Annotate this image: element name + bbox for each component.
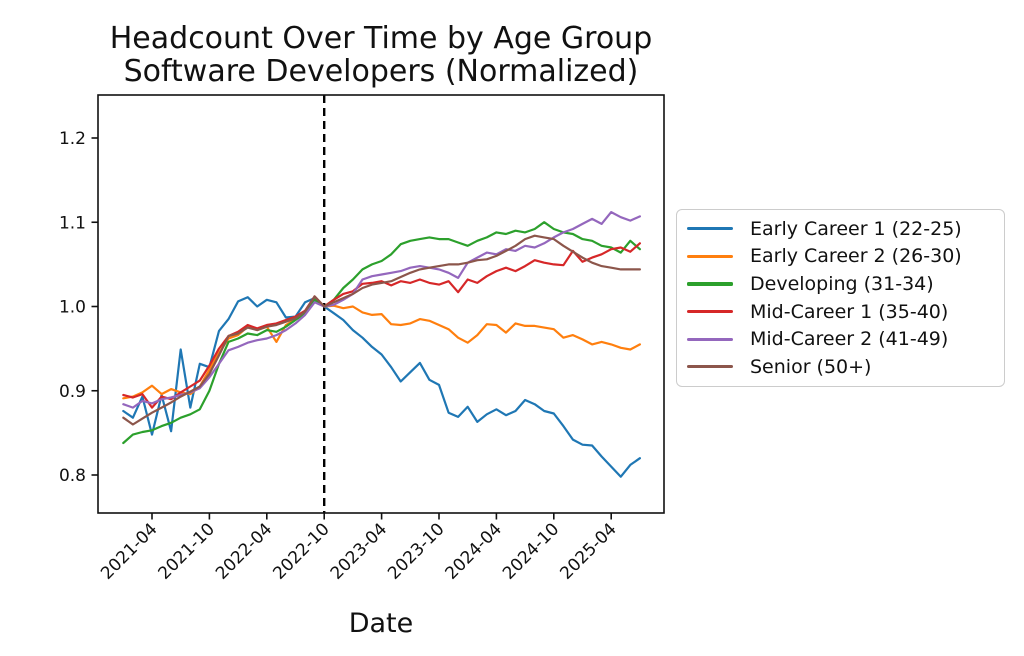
legend-label: Senior (50+): [750, 355, 872, 378]
legend-item: Mid-Career 1 (35-40): [687, 298, 994, 326]
x-axis-label: Date: [348, 608, 414, 639]
legend-item: Mid-Career 2 (41-49): [687, 325, 994, 353]
legend-item: Developing (31-34): [687, 270, 994, 298]
legend-line-swatch: [687, 254, 733, 258]
x-tick-label: 2022-10: [269, 519, 333, 583]
y-tick-label: 1.0: [59, 298, 86, 318]
x-tick-label: 2024-10: [499, 519, 563, 583]
legend-label: Mid-Career 2 (41-49): [750, 328, 949, 351]
x-tick-label: 2023-10: [384, 519, 448, 583]
legend-line-swatch: [687, 365, 733, 369]
series-line-2: [122, 298, 641, 400]
x-tick-label: 2021-10: [155, 519, 219, 583]
legend-line-swatch: [687, 282, 733, 286]
x-tick-label: 2021-04: [97, 519, 161, 583]
series-line-4: [122, 242, 641, 409]
legend-item: Senior (50+): [687, 353, 994, 381]
legend-line-swatch: [687, 337, 733, 341]
y-tick-label: 1.1: [59, 213, 86, 233]
series-line-6: [122, 234, 641, 426]
legend-item: Early Career 1 (22-25): [687, 215, 994, 243]
chart-title-line1: Headcount Over Time by Age Group: [109, 21, 653, 56]
chart-title: Headcount Over Time by Age Group Softwar…: [95, 22, 667, 88]
legend-label: Developing (31-34): [750, 272, 934, 295]
legend: Early Career 1 (22-25) Early Career 2 (26…: [676, 209, 1005, 387]
legend-label: Mid-Career 1 (35-40): [750, 300, 949, 323]
y-tick-label: 1.2: [59, 129, 86, 149]
legend-line-swatch: [687, 227, 733, 231]
x-tick-label: 2023-04: [327, 519, 391, 583]
chart-title-line2: Software Developers (Normalized): [123, 54, 639, 89]
series-line-3: [122, 221, 641, 445]
y-tick-label: 0.8: [59, 466, 86, 486]
series-line-5: [122, 211, 641, 409]
x-tick-label: 2025-04: [556, 519, 620, 583]
x-tick-label: 2024-04: [442, 519, 506, 583]
x-tick-label: 2022-04: [212, 519, 276, 583]
legend-label: Early Career 2 (26-30): [750, 245, 962, 268]
y-tick-label: 0.9: [59, 382, 86, 402]
legend-line-swatch: [687, 309, 733, 314]
plot-border: [97, 94, 665, 514]
legend-label: Early Career 1 (22-25): [750, 217, 962, 240]
legend-item: Early Career 2 (26-30): [687, 243, 994, 271]
